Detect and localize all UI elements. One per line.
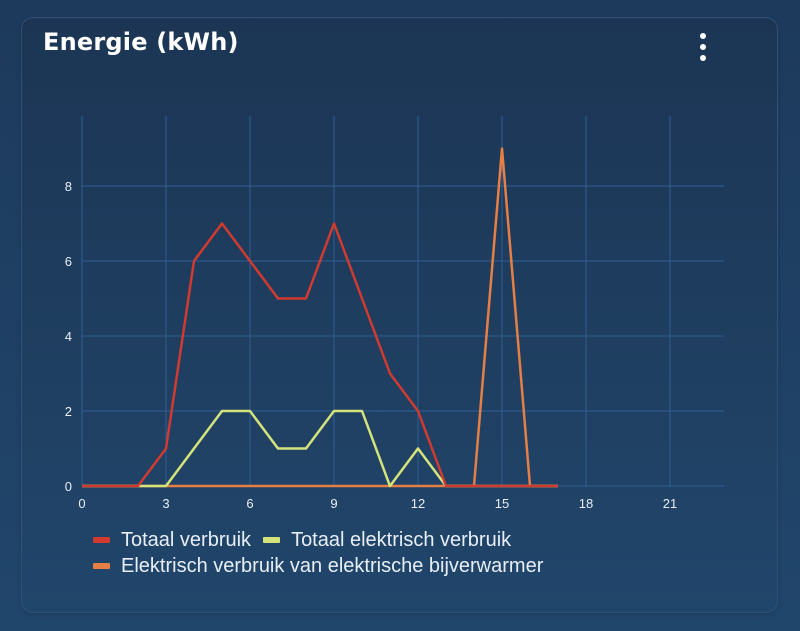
x-tick-label: 3	[162, 496, 169, 511]
series-line	[82, 147, 558, 488]
legend-item-bijverwarmer[interactable]: Elektrisch verbruik van elektrische bijv…	[93, 553, 543, 579]
more-vertical-icon-dot	[700, 44, 706, 50]
legend-swatch-icon	[93, 537, 110, 543]
y-tick-label: 8	[65, 179, 72, 194]
chart-series	[82, 147, 558, 488]
legend-label: Elektrisch verbruik van elektrische bijv…	[121, 555, 544, 577]
energy-card	[21, 17, 778, 613]
y-tick-label: 2	[65, 404, 72, 419]
more-vertical-icon	[700, 33, 706, 39]
chart-grid	[81, 116, 724, 487]
y-tick-label: 0	[65, 479, 72, 494]
x-tick-label: 12	[411, 496, 425, 511]
card-title: Energie (kWh)	[43, 28, 239, 56]
more-vertical-icon-dot	[700, 55, 706, 61]
legend-label: Totaal verbruik	[121, 529, 252, 551]
legend-item-totaal-verbruik[interactable]: Totaal verbruik	[93, 527, 251, 553]
legend-swatch-icon	[263, 537, 281, 543]
legend-item-totaal-elektrisch-verbruik[interactable]: Totaal elektrisch verbruik	[263, 527, 511, 553]
x-tick-label: 0	[78, 496, 85, 511]
legend-label: Totaal elektrisch verbruik	[291, 529, 512, 551]
x-tick-label: 21	[663, 496, 677, 511]
x-tick-label: 9	[330, 496, 337, 511]
series-line	[82, 222, 558, 488]
x-tick-label: 15	[495, 496, 509, 511]
x-tick-label: 6	[246, 496, 253, 511]
more-options-button[interactable]	[690, 30, 718, 64]
chart-legend: Totaal verbruik Totaal elektrisch verbru…	[93, 527, 555, 579]
series-line	[82, 409, 558, 488]
y-tick-label: 4	[65, 329, 72, 344]
y-tick-label: 6	[65, 254, 72, 269]
legend-swatch-icon	[93, 563, 110, 569]
chart-axis-ticks: 0 2 4 6 8 0 3 6 9 12 15 18 21	[65, 179, 677, 511]
x-tick-label: 18	[579, 496, 593, 511]
